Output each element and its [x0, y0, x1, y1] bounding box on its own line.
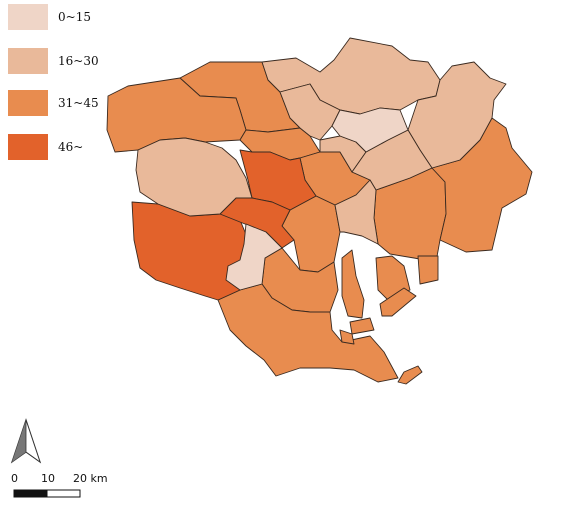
- ward-north-inner: [279, 83, 341, 141]
- ward-bay-4: [379, 287, 417, 317]
- ward-group-0-15: [225, 107, 409, 291]
- ward-south-big: [217, 283, 399, 383]
- legend-swatch-0-15: [8, 4, 48, 30]
- ward-center-south-light: [334, 179, 379, 245]
- ward-bay-2: [375, 255, 411, 301]
- ward-southwest-light: [225, 223, 283, 291]
- legend-item-31-45: 31~45: [8, 90, 158, 120]
- scale-tick-0: 0: [11, 472, 18, 485]
- legend-item-46-plus: 46~: [8, 134, 158, 164]
- legend-item-0-15: 0~15: [8, 4, 158, 34]
- ward-bay-3: [417, 255, 439, 285]
- ward-bay-6: [397, 365, 423, 385]
- ward-west-mid: [135, 137, 253, 217]
- legend-swatch-31-45: [8, 90, 48, 116]
- scale-tick-20: 20 km: [73, 472, 108, 485]
- legend-swatch-16-30: [8, 48, 48, 74]
- ward-bay-7: [339, 329, 355, 345]
- ward-bay-1: [341, 249, 365, 319]
- legend-item-16-30: 16~30: [8, 48, 158, 78]
- north-arrow-icon: [10, 418, 42, 464]
- ward-group-46-plus: [131, 149, 317, 301]
- ward-bay-5: [349, 317, 375, 335]
- legend-label-31-45: 31~45: [58, 96, 99, 110]
- scale-bar: [13, 489, 81, 498]
- scale-tick-10: 10: [41, 472, 55, 485]
- ward-group-31-45: [106, 61, 533, 385]
- legend-label-46-plus: 46~: [58, 140, 84, 154]
- legend-swatch-46-plus: [8, 134, 48, 160]
- legend-label-0-15: 0~15: [58, 10, 91, 24]
- legend-label-16-30: 16~30: [58, 54, 99, 68]
- ward-north-light: [331, 107, 409, 153]
